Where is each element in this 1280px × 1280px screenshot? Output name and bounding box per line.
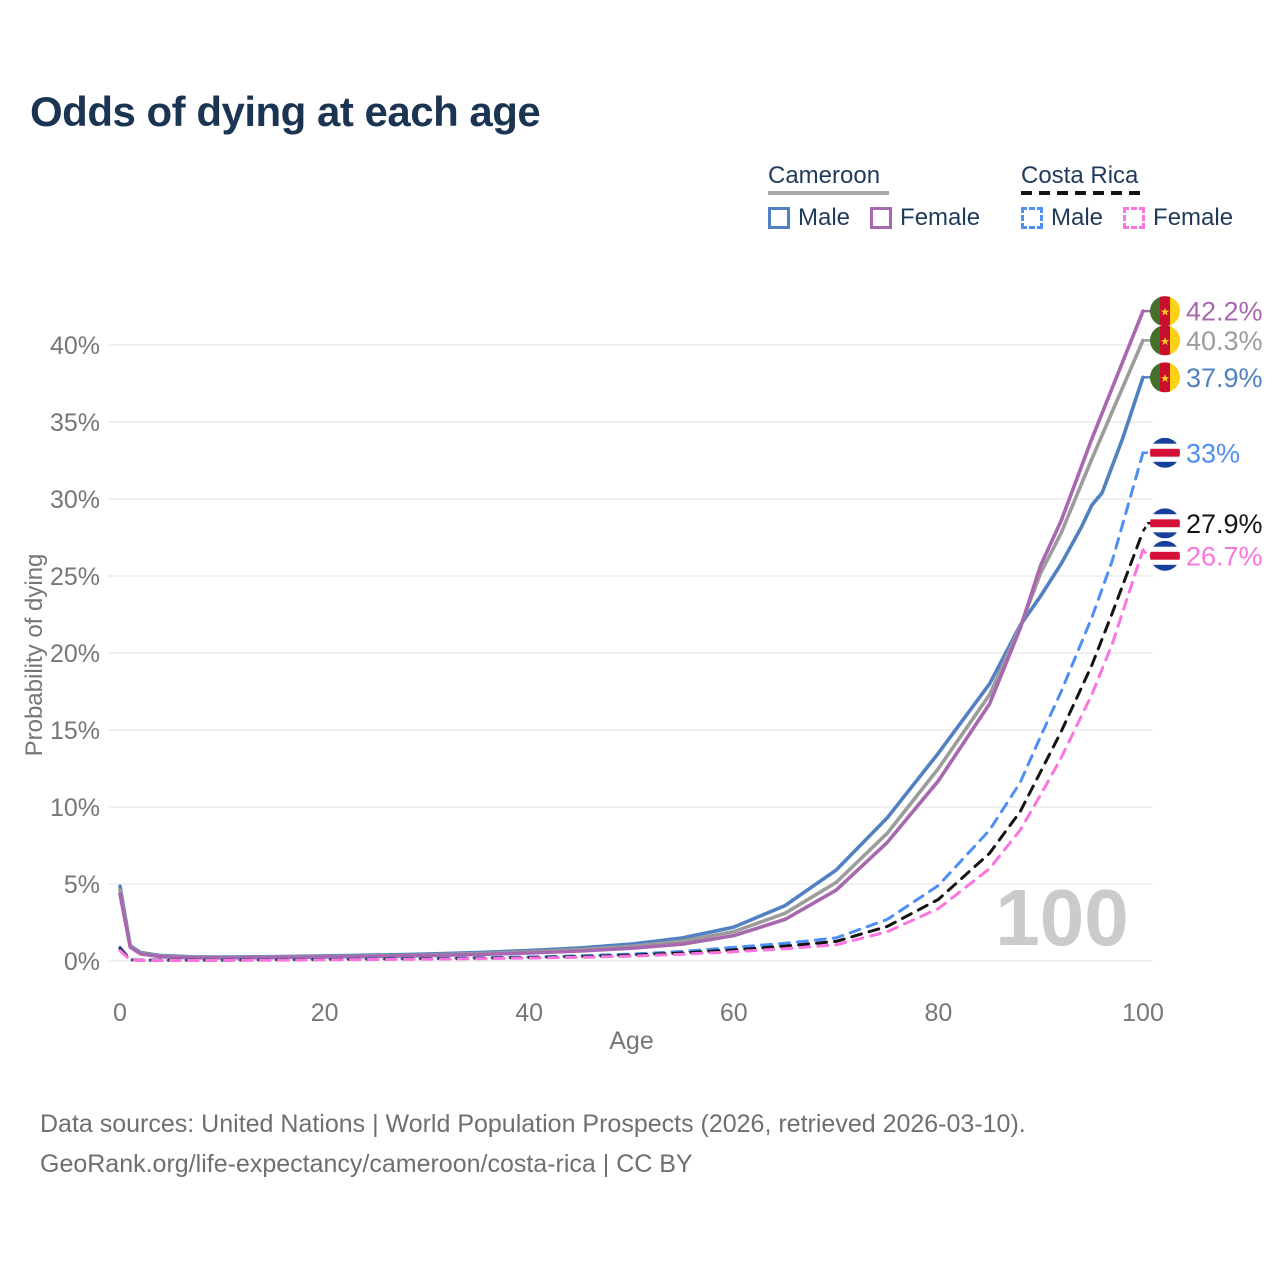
y-tick-label: 0% — [64, 948, 100, 976]
end-label-cr_female: 26.7% — [1186, 541, 1263, 571]
legend-label: Female — [900, 204, 981, 231]
end-label-cm_male: 37.9% — [1186, 363, 1263, 393]
end-label-cr_male: 33% — [1186, 438, 1240, 468]
legend-item-costa-rica-female[interactable]: Female — [1123, 204, 1233, 232]
footer: Data sources: United Nations | World Pop… — [40, 1104, 1026, 1184]
series-line-cm_male — [118, 375, 1145, 959]
costa-rica-flag-icon — [1150, 437, 1180, 468]
y-tick-label: 20% — [50, 640, 100, 668]
checkbox-icon[interactable] — [870, 207, 893, 229]
end-label-connector — [1141, 522, 1151, 532]
legend-item-cameroon-male[interactable]: Male — [768, 204, 850, 232]
x-tick-label: 0 — [113, 999, 127, 1027]
attribution-line: GeoRank.org/life-expectancy/cameroon/cos… — [40, 1150, 693, 1178]
y-tick-label: 30% — [50, 486, 100, 514]
legend-label: Female — [1153, 204, 1234, 231]
star-icon: ★ — [1160, 336, 1170, 348]
star-icon: ★ — [1160, 373, 1170, 385]
y-tick-label: 5% — [64, 871, 100, 899]
end-label-cr_both: 27.9% — [1186, 509, 1263, 539]
x-axis-title: Age — [609, 1027, 653, 1055]
x-tick-label: 20 — [311, 999, 339, 1027]
x-tick-label: 80 — [924, 999, 952, 1027]
x-tick-label: 100 — [1122, 999, 1164, 1027]
y-tick-label: 35% — [50, 409, 100, 437]
legend-item-cameroon-female[interactable]: Female — [870, 204, 980, 232]
costa-rica-line-swatch — [1021, 191, 1142, 195]
y-tick-label: 10% — [50, 794, 100, 822]
end-label-cm_female: 42.2% — [1186, 297, 1263, 327]
legend-item-costa-rica-male[interactable]: Male — [1021, 204, 1103, 232]
page-title: Odds of dying at each age — [30, 88, 541, 135]
cameroon-flag-icon: ★ — [1150, 362, 1180, 393]
legend-group-costa-rica: Costa Rica Male Female — [1021, 163, 1233, 232]
series-line-cm_both — [118, 338, 1145, 960]
legend: Cameroon Male Female Costa Rica Male — [768, 163, 1268, 243]
star-icon: ★ — [1160, 307, 1170, 319]
cameroon-line-swatch — [768, 191, 889, 195]
y-tick-label: 25% — [50, 563, 100, 591]
legend-costa-rica-title: Costa Rica — [1021, 162, 1139, 189]
cameroon-flag-icon: ★ — [1150, 296, 1180, 327]
age-watermark: 100 — [995, 873, 1128, 962]
costa-rica-flag-icon — [1150, 540, 1180, 571]
y-axis-title: Probability of dying — [21, 554, 48, 757]
data-sources-line: Data sources: United Nations | World Pop… — [40, 1110, 1026, 1138]
cameroon-flag-icon: ★ — [1150, 325, 1180, 356]
checkbox-icon[interactable] — [768, 207, 790, 229]
x-tick-label: 40 — [515, 999, 543, 1027]
checkbox-icon[interactable] — [1123, 207, 1146, 229]
y-tick-label: 40% — [50, 332, 100, 360]
legend-cameroon-title: Cameroon — [768, 162, 881, 189]
series-line-cr_both — [118, 529, 1145, 962]
legend-label: Male — [1051, 204, 1104, 231]
end-label-cm_both: 40.3% — [1186, 326, 1263, 356]
costa-rica-flag-icon — [1150, 508, 1180, 539]
end-label-connector — [1142, 548, 1151, 558]
x-tick-label: 60 — [720, 999, 748, 1027]
legend-group-cameroon: Cameroon Male Female — [768, 163, 980, 232]
legend-label: Male — [798, 204, 851, 231]
series-line-cm_female — [118, 309, 1145, 960]
checkbox-icon[interactable] — [1021, 207, 1043, 229]
series-line-cr_female — [118, 548, 1145, 962]
y-tick-label: 15% — [50, 717, 100, 745]
